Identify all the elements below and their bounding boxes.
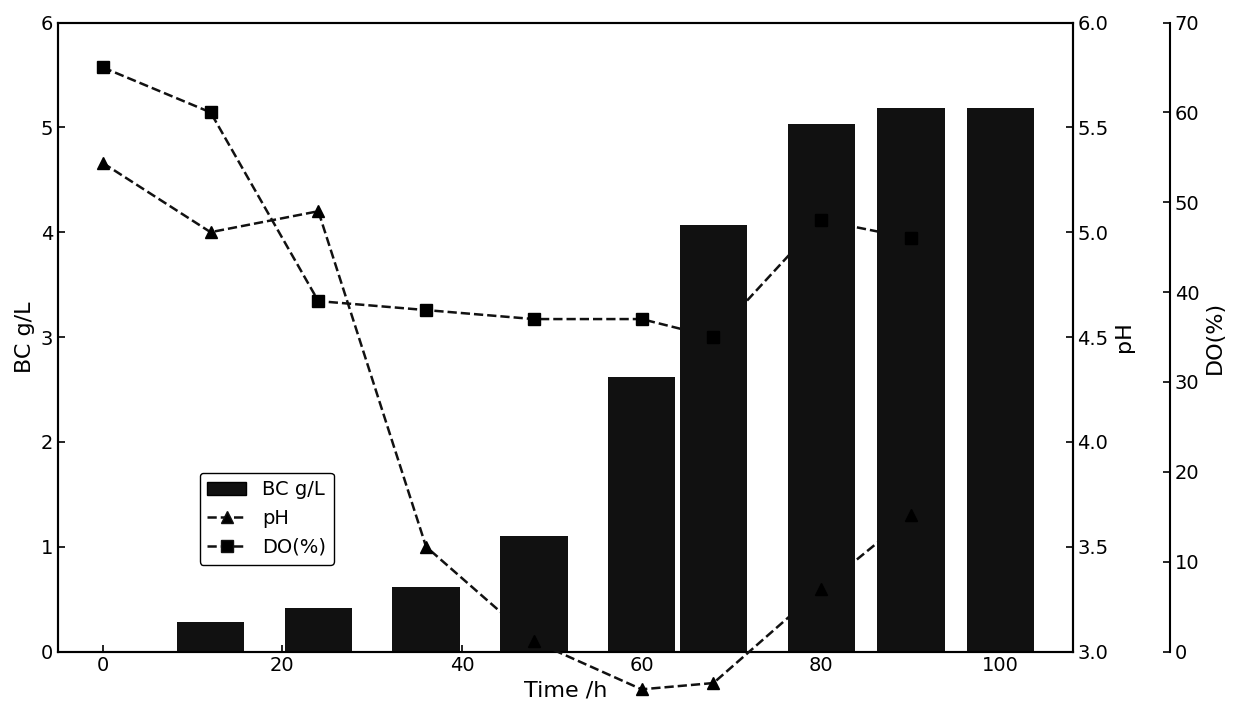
Bar: [392, 586, 460, 652]
Bar: [500, 536, 568, 652]
Bar: [787, 124, 854, 652]
Bar: [177, 622, 244, 652]
Bar: [878, 109, 945, 652]
Bar: [680, 225, 748, 652]
Bar: [608, 377, 676, 652]
Legend: BC g/L, pH, DO(%): BC g/L, pH, DO(%): [200, 473, 334, 565]
Bar: [285, 608, 352, 652]
Y-axis label: BC g/L: BC g/L: [15, 301, 35, 373]
X-axis label: Time /h: Time /h: [523, 681, 606, 701]
Bar: [967, 109, 1034, 652]
Y-axis label: pH: pH: [1115, 321, 1135, 352]
Y-axis label: DO(%): DO(%): [1205, 301, 1225, 374]
